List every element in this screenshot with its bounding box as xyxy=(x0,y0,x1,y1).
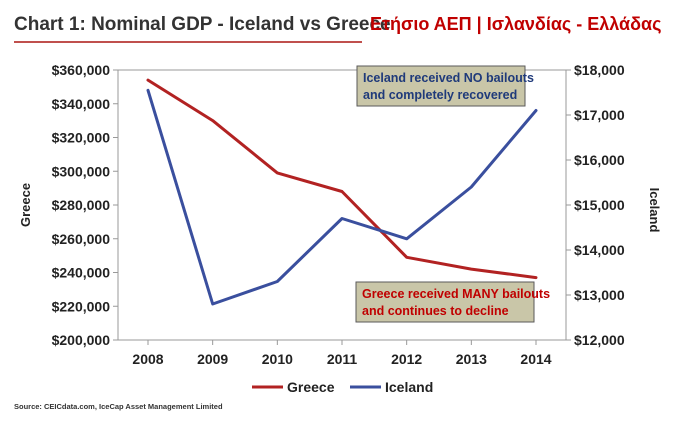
x-tick-label: 2014 xyxy=(520,351,551,367)
annotation-greece-line1: Greece received MANY bailouts xyxy=(362,287,550,301)
y-right-tick-label: $12,000 xyxy=(574,332,625,348)
x-tick-label: 2010 xyxy=(262,351,293,367)
y-left-tick-label: $200,000 xyxy=(52,332,111,348)
legend-iceland-label: Iceland xyxy=(385,379,433,395)
legend-greece-label: Greece xyxy=(287,379,335,395)
y-left-tick-label: $340,000 xyxy=(52,96,111,112)
x-tick-label: 2013 xyxy=(456,351,487,367)
y-right-tick-label: $13,000 xyxy=(574,287,625,303)
y-left-tick-label: $300,000 xyxy=(52,163,111,179)
y-left-tick-label: $320,000 xyxy=(52,130,111,146)
y-left-tick-label: $260,000 xyxy=(52,231,111,247)
x-tick-label: 2008 xyxy=(132,351,163,367)
y-right-tick-label: $18,000 xyxy=(574,62,625,78)
y-axis-right-ticks: $12,000 $13,000 $14,000 $15,000 $16,000 $17,0… xyxy=(566,62,625,348)
series-layer xyxy=(146,78,538,306)
y-right-tick-label: $16,000 xyxy=(574,152,625,168)
y-left-tick-label: $240,000 xyxy=(52,265,111,281)
series-line-iceland xyxy=(146,88,538,306)
annotation-iceland: Iceland received NO bailouts and complet… xyxy=(356,65,534,107)
y-axis-right-title: Iceland xyxy=(647,188,662,233)
x-tick-label: 2011 xyxy=(327,351,358,367)
y-right-tick-label: $17,000 xyxy=(574,107,625,123)
annotation-iceland-box xyxy=(356,65,526,107)
x-axis-ticks: 2008 2009 2010 2011 2012 2013 2014 xyxy=(132,340,552,367)
annotation-greece: Greece received MANY bailouts and contin… xyxy=(355,281,550,323)
y-right-tick-label: $15,000 xyxy=(574,197,625,213)
y-axis-left-ticks: $200,000 $220,000 $240,000 $260,000 $280,000… xyxy=(52,62,118,348)
y-left-tick-label: $280,000 xyxy=(52,197,111,213)
legend: Greece Iceland xyxy=(252,379,433,395)
source-note: Source: CEICdata.com, IceCap Asset Manag… xyxy=(14,402,223,411)
y-left-tick-label: $220,000 xyxy=(52,298,111,314)
x-tick-label: 2009 xyxy=(197,351,228,367)
chart-title-greek: Ετήσιο ΑΕΠ | Ισλανδίας - Ελλάδας xyxy=(370,14,661,34)
annotation-iceland-line1: Iceland received NO bailouts xyxy=(363,71,534,85)
annotation-greece-line2: and continues to decline xyxy=(362,304,509,318)
y-left-tick-label: $360,000 xyxy=(52,62,111,78)
annotation-greece-box xyxy=(355,281,535,323)
y-axis-left-title: Greece xyxy=(18,183,33,227)
annotation-iceland-line2: and completely recovered xyxy=(363,88,517,102)
x-tick-label: 2012 xyxy=(391,351,422,367)
y-right-tick-label: $14,000 xyxy=(574,242,625,258)
chart-title: Chart 1: Nominal GDP - Iceland vs Greece xyxy=(14,14,391,35)
